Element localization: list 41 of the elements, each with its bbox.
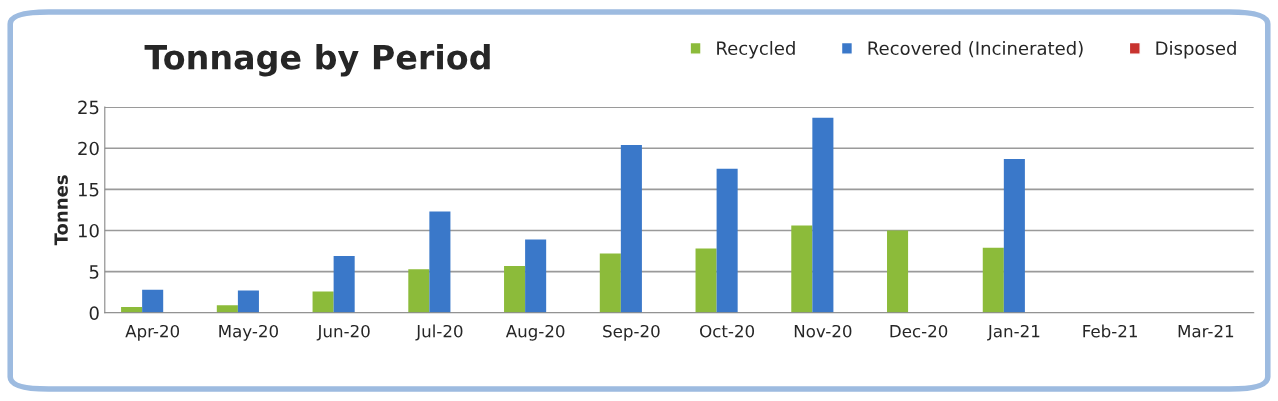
x-tick-label: Aug-20 (505, 324, 565, 341)
y-tick-label: 10 (78, 223, 99, 238)
bar (142, 289, 164, 313)
bar (237, 290, 259, 313)
x-tick-label: Oct-20 (700, 324, 755, 338)
bar (695, 248, 717, 313)
bar (620, 144, 642, 313)
y-tick-label: 20 (78, 141, 99, 156)
x-tick-label: May-20 (219, 324, 278, 341)
x-tick-label: Jul-20 (415, 324, 463, 341)
bar (429, 211, 451, 313)
x-tick-label: Sep-20 (603, 324, 660, 341)
y-tick-label: 5 (89, 265, 99, 279)
bar (791, 225, 813, 313)
legend-label: Recycled (717, 41, 795, 59)
y-tick-label: 15 (78, 183, 99, 197)
bar (408, 269, 430, 313)
y-tick-label: 25 (78, 100, 99, 115)
y-tick-label: 0 (89, 306, 99, 320)
bar (1003, 158, 1025, 313)
x-tick-label: Dec-20 (890, 324, 948, 338)
bar (525, 239, 547, 313)
x-tick-label: Feb-21 (1083, 324, 1137, 338)
bar (333, 256, 355, 313)
x-tick-label: Nov-20 (794, 324, 852, 338)
bar (887, 230, 909, 313)
y-axis-title: Tonnes (54, 175, 68, 246)
bar (812, 117, 834, 313)
bar (216, 305, 238, 313)
bar (599, 253, 621, 313)
x-tick-label: Apr-20 (125, 324, 180, 341)
bar (312, 291, 334, 313)
bar (504, 265, 526, 313)
legend-label: Recovered (Incinerated) (868, 41, 1083, 58)
chart-title: Tonnage by Period (144, 43, 490, 77)
bar (982, 247, 1004, 313)
x-tick-label: Mar-21 (1178, 324, 1234, 338)
x-tick-label: Jan-21 (987, 324, 1040, 341)
legend-label: Disposed (1156, 41, 1236, 59)
x-tick-label: Jun-20 (316, 324, 370, 341)
bar (716, 168, 738, 313)
